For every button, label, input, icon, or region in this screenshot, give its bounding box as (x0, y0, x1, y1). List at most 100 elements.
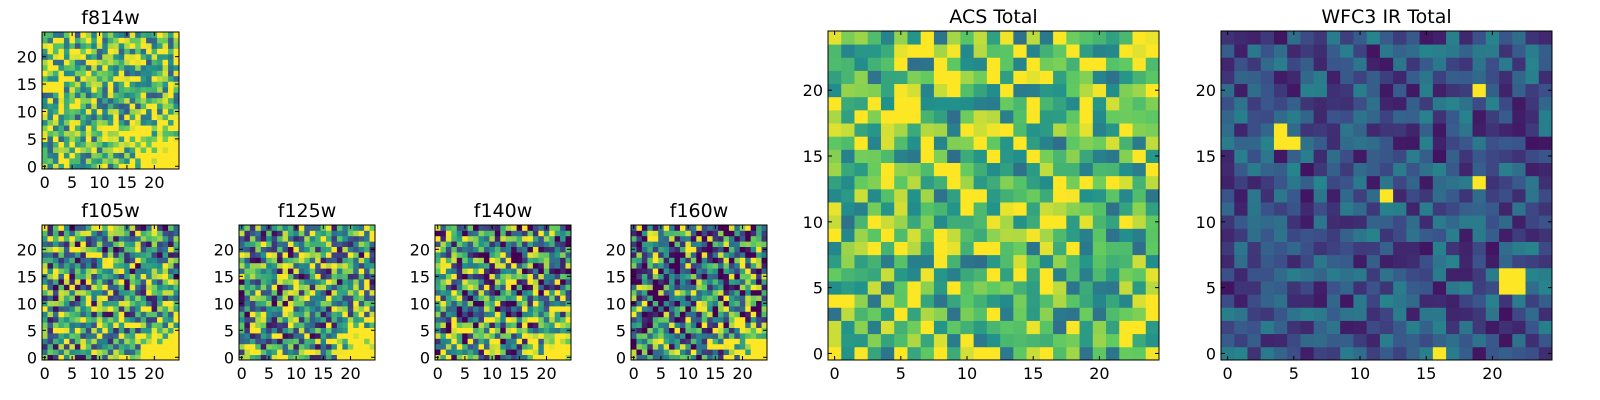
heatmap-cell (494, 322, 501, 328)
heatmap-cell (907, 162, 922, 177)
heatmap-cell (451, 230, 458, 237)
heatmap-cell (920, 346, 935, 361)
heatmap-cell (1419, 346, 1434, 361)
heatmap-cell (353, 316, 360, 323)
heatmap-cells-f140w (435, 225, 572, 361)
heatmap-cell (326, 333, 332, 339)
heatmap-cell (986, 109, 1001, 124)
heatmap-cell (1313, 109, 1328, 124)
heatmap-cell (854, 83, 869, 98)
heatmap-cell (146, 130, 152, 137)
heatmap-cell (315, 284, 321, 291)
heatmap-cell (315, 241, 321, 247)
heatmap-cell (135, 97, 142, 104)
heatmap-cell (685, 322, 692, 328)
heatmap-cell (255, 262, 262, 269)
heatmap-cell (1287, 162, 1301, 177)
heatmap-cell (74, 333, 81, 339)
heatmap-cell (728, 349, 735, 355)
heatmap-cell (451, 338, 458, 345)
heatmap-cell (107, 333, 114, 339)
heatmap-cell (146, 268, 152, 274)
heatmap-cell (342, 327, 349, 334)
heatmap-cell (47, 246, 54, 253)
heatmap-cell (347, 295, 354, 301)
heatmap-cell (69, 279, 76, 285)
heatmap-cell (52, 81, 59, 88)
heatmap-cell (336, 295, 343, 301)
heatmap-cell (1419, 44, 1434, 58)
heatmap-cell (880, 215, 895, 229)
heatmap-cell (107, 300, 114, 307)
heatmap-cell (761, 289, 768, 296)
heatmap-cell (527, 316, 534, 323)
heatmap-cell (505, 349, 512, 355)
heatmap-cell (369, 311, 376, 318)
heatmap-cell (1273, 228, 1288, 242)
heatmap-cell (1446, 188, 1460, 203)
heatmap-cell (445, 322, 452, 328)
heatmap-cell (456, 349, 463, 355)
heatmap-cell (973, 31, 988, 45)
heatmap-cell (511, 354, 517, 361)
heatmap-cell (124, 273, 131, 280)
heatmap-cell (1145, 149, 1160, 163)
heatmap-cell (1499, 294, 1513, 308)
heatmap-cell (353, 311, 360, 318)
heatmap-cell (320, 268, 327, 274)
heatmap-cell (1300, 294, 1315, 308)
heatmap-cell (554, 235, 561, 242)
heatmap-cell (652, 257, 659, 264)
heatmap-cell (828, 188, 842, 203)
heatmap-cell (527, 241, 534, 247)
panel-title-wfc3_ir_total: WFC3 IR Total (1321, 6, 1451, 28)
heatmap-cell (107, 289, 114, 296)
heatmap-cell (102, 97, 109, 104)
heatmap-cell (118, 225, 125, 231)
heatmap-cell (91, 75, 98, 82)
heatmap-cell (467, 246, 474, 253)
heatmap-cell (91, 136, 98, 142)
heatmap-cell (91, 327, 98, 334)
heatmap-cell (712, 327, 719, 334)
heatmap-cell (326, 338, 332, 345)
heatmap-cell (1013, 109, 1027, 124)
heatmap-cell (1432, 123, 1447, 137)
heatmap-cell (690, 311, 697, 318)
heatmap-cell (315, 333, 321, 339)
heatmap-cell (1366, 83, 1381, 98)
heatmap-cell (1221, 241, 1235, 256)
heatmap-cell (652, 300, 659, 307)
heatmap-cell (91, 59, 98, 66)
heatmap-cell (118, 97, 125, 104)
heatmap-cell (679, 241, 686, 247)
heatmap-cell (151, 42, 158, 49)
heatmap-cell (456, 279, 463, 285)
heatmap-cell (173, 152, 180, 159)
heatmap-cell (52, 75, 59, 82)
heatmap-cell (129, 327, 136, 334)
heatmap-cell (1260, 215, 1275, 229)
heatmap-cell (320, 235, 327, 242)
heatmap-cell (91, 284, 98, 291)
heatmap-cell (894, 123, 908, 137)
heatmap-cell (739, 343, 746, 350)
heatmap-cell (358, 246, 365, 253)
heatmap-cell (712, 230, 719, 237)
heatmap-cell (1512, 96, 1526, 111)
heatmap-cell (696, 246, 703, 253)
heatmap-cell (723, 300, 730, 307)
heatmap-cell (489, 300, 496, 307)
heatmap-cell (151, 152, 158, 159)
heatmap-cell (685, 343, 692, 350)
heatmap-cell (745, 311, 752, 318)
heatmap-cell (1066, 188, 1080, 203)
heatmap-cell (538, 295, 545, 301)
heatmap-cell (364, 246, 370, 253)
heatmap-cell (277, 262, 283, 269)
heatmap-cell (298, 322, 305, 328)
heatmap-cell (854, 175, 869, 190)
heatmap-cell (118, 136, 125, 142)
heatmap-cell (135, 163, 142, 170)
heatmap-cell (707, 284, 713, 291)
